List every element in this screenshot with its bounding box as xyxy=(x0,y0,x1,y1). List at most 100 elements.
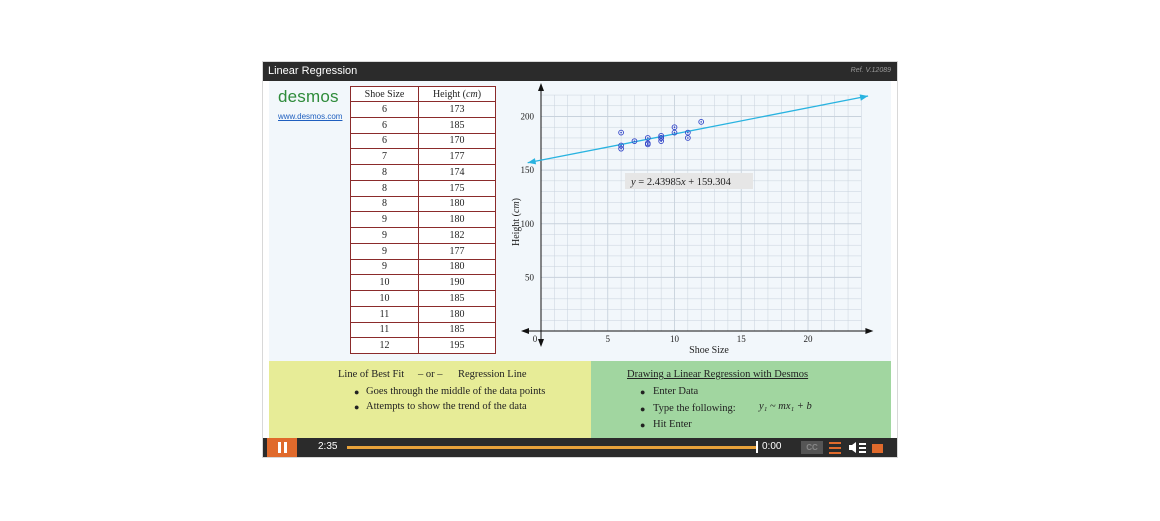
data-point xyxy=(618,145,624,152)
height-cell: 180 xyxy=(418,305,496,323)
table-row: 9 177 xyxy=(350,242,496,260)
title-bar: Linear Regression Ref. V.12089 xyxy=(263,62,897,81)
tick-labels: 0 5 10 15 20 50 100 150 200 xyxy=(521,112,814,345)
height-cell: 173 xyxy=(418,101,496,118)
height-cell: 185 xyxy=(418,321,496,339)
menu-icon xyxy=(829,442,841,444)
desmos-steps-panel: Drawing a Linear Regression with Desmos … xyxy=(591,361,891,438)
menu-button[interactable] xyxy=(829,442,841,454)
height-cell: 182 xyxy=(418,227,496,244)
column-header-height-unit: cm xyxy=(466,88,478,100)
table-row: 11 180 xyxy=(350,305,496,323)
regression-arrow-right-icon xyxy=(859,94,869,101)
table-row: 6 170 xyxy=(350,132,496,150)
data-point-center xyxy=(687,131,689,134)
shoe-size-cell: 9 xyxy=(350,211,419,228)
table-row: 9 180 xyxy=(350,211,496,228)
bullet-dot: ● xyxy=(354,387,360,397)
y-tick-label: 150 xyxy=(521,165,535,175)
shoe-size-cell: 10 xyxy=(350,290,419,307)
x-axis-arrow-left-icon xyxy=(521,328,529,334)
regression-line-group xyxy=(527,94,869,165)
regression-line xyxy=(527,95,869,164)
scatter-plot: 0 5 10 15 20 50 100 150 200 y = 2.43985x + 159.3… xyxy=(511,83,874,356)
video-title: Linear Regression xyxy=(268,65,358,77)
regression-formula: y₁ ~ mx₁ + b xyxy=(759,401,812,412)
slide-content: desmos www.desmos.com Shoe Size Height (… xyxy=(269,81,891,438)
data-point xyxy=(698,119,705,125)
data-point xyxy=(631,138,638,145)
table-row: 7 177 xyxy=(350,148,496,165)
closed-captions-button[interactable]: CC xyxy=(801,441,823,454)
y-tick-label: 100 xyxy=(521,219,535,229)
shoe-size-cell: 9 xyxy=(350,258,419,276)
desmos-link[interactable]: www.desmos.com xyxy=(278,112,343,121)
height-cell: 190 xyxy=(418,274,496,291)
shoe-size-cell: 8 xyxy=(350,195,419,213)
seek-handle[interactable] xyxy=(756,441,758,453)
height-cell: 180 xyxy=(418,211,496,228)
y-axis-arrow-icon xyxy=(538,83,544,92)
best-fit-panel: Line of Best Fit – or – Regression Line … xyxy=(269,361,591,438)
data-point-center xyxy=(673,126,676,129)
pause-button[interactable] xyxy=(267,438,297,457)
shoe-size-cell: 6 xyxy=(350,132,419,150)
y-tick-label: 50 xyxy=(525,272,535,282)
table-row: 8 175 xyxy=(350,179,496,197)
height-cell: 185 xyxy=(418,116,496,134)
data-point-center xyxy=(620,147,622,150)
remaining-time: 0:00 xyxy=(762,441,782,452)
data-point xyxy=(671,129,678,136)
data-point xyxy=(658,138,665,145)
video-player: Linear Regression Ref. V.12089 desmos ww… xyxy=(263,62,897,457)
title-or: – or – xyxy=(418,369,443,380)
height-cell: 177 xyxy=(418,242,496,260)
data-point-center xyxy=(687,137,689,139)
column-header-height-word: Height xyxy=(432,88,461,100)
menu-icon xyxy=(829,447,841,449)
equation-label: y = 2.43985x + 159.304 xyxy=(630,177,732,188)
shoe-size-cell: 8 xyxy=(350,164,419,181)
x-tick-label: 5 xyxy=(606,334,611,344)
y-axis-label: Height (cm) xyxy=(511,198,522,246)
bullet-dot: ● xyxy=(640,420,646,430)
table-row: 6 173 xyxy=(350,101,496,118)
x-axis-arrow-icon xyxy=(865,328,874,334)
shoe-size-cell: 9 xyxy=(350,242,419,260)
menu-icon xyxy=(829,452,841,454)
steps-heading: Drawing a Linear Regression with Desmos xyxy=(627,369,809,380)
data-point xyxy=(685,135,691,141)
data-point-center xyxy=(660,137,662,139)
shoe-size-cell: 10 xyxy=(350,274,419,291)
volume-icon[interactable] xyxy=(849,441,867,454)
step-type-following: Type the following: xyxy=(653,403,736,414)
fullscreen-button[interactable] xyxy=(872,444,883,453)
table-row: 11 185 xyxy=(350,321,496,339)
best-fit-bullet-2: Attempts to show the trend of the data xyxy=(366,401,527,412)
regression-arrow-left-icon xyxy=(527,158,537,165)
y-tick-label: 200 xyxy=(521,112,535,122)
table-row: 9 182 xyxy=(350,227,496,244)
elapsed-time: 2:35 xyxy=(318,441,338,452)
shoe-size-cell: 11 xyxy=(350,305,419,323)
step-enter-data: Enter Data xyxy=(653,386,699,397)
shoe-size-cell: 9 xyxy=(350,227,419,244)
column-header-shoe-size: Shoe Size xyxy=(350,86,419,102)
shoe-size-cell: 6 xyxy=(350,116,419,134)
table-row: 8 180 xyxy=(350,195,496,213)
height-cell: 177 xyxy=(418,148,496,165)
table-row: 9 180 xyxy=(350,258,496,276)
data-point xyxy=(644,140,651,147)
table-row: 6 185 xyxy=(350,116,496,134)
table-row: 8 174 xyxy=(350,164,496,181)
height-cell: 185 xyxy=(418,290,496,307)
height-cell: 180 xyxy=(418,195,496,213)
desmos-logo: desmos xyxy=(278,87,339,106)
seek-bar[interactable] xyxy=(347,446,757,449)
table-header-row: Shoe Size Height (cm) xyxy=(350,86,496,102)
data-point-center xyxy=(647,137,649,139)
data-point-center xyxy=(620,131,622,134)
shoe-size-cell: 6 xyxy=(350,101,419,118)
data-point-center xyxy=(647,142,649,145)
y-axis-arrow-down-icon xyxy=(538,339,544,347)
